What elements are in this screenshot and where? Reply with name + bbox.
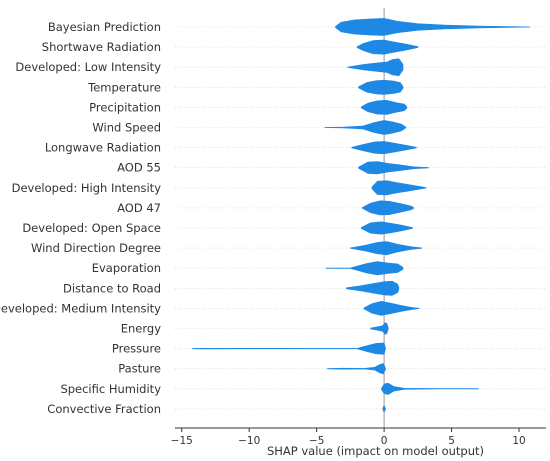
violin-pasture bbox=[327, 363, 386, 375]
feature-label-evaporation: Evaporation bbox=[92, 261, 161, 275]
violin-wind-direction-degree bbox=[350, 241, 423, 256]
feature-labels: Bayesian Prediction Shortwave Radiation De… bbox=[0, 20, 161, 416]
x-tick-label: 10 bbox=[512, 435, 525, 447]
violin-longwave-radiation bbox=[351, 141, 417, 155]
feature-label-specific-humidity: Specific Humidity bbox=[60, 382, 161, 396]
violin-shortwave-radiation bbox=[356, 39, 419, 55]
violin-aod-47 bbox=[362, 200, 415, 216]
feature-label-precipitation: Precipitation bbox=[89, 100, 161, 114]
feature-label-bayesian-prediction: Bayesian Prediction bbox=[48, 20, 161, 34]
violin-distance-to-road bbox=[346, 280, 400, 296]
x-axis-title: SHAP value (impact on model output) bbox=[267, 444, 484, 458]
feature-label-pressure: Pressure bbox=[112, 342, 161, 356]
violin-layer bbox=[192, 18, 531, 413]
row-grid-lines bbox=[175, 26, 546, 410]
violin-wind-speed bbox=[324, 120, 406, 135]
feature-label-temperature: Temperature bbox=[87, 80, 161, 94]
feature-label-aod-47: AOD 47 bbox=[117, 201, 161, 215]
violin-specific-humidity bbox=[381, 382, 479, 395]
violin-convective-fraction bbox=[382, 405, 386, 413]
violin-evaporation bbox=[325, 261, 404, 276]
x-axis-ticks: −15 −10 −5 0 5 10 bbox=[171, 428, 526, 447]
feature-label-longwave-radiation: Longwave Radiation bbox=[45, 141, 161, 155]
feature-label-wind-direction-degree: Wind Direction Degree bbox=[31, 241, 161, 255]
x-tick-label: 5 bbox=[448, 435, 455, 447]
violin-precipitation bbox=[360, 100, 408, 115]
x-tick-label: −10 bbox=[238, 435, 260, 447]
feature-label-developed-open-space: Developed: Open Space bbox=[22, 221, 161, 235]
violin-pressure bbox=[192, 342, 386, 355]
feature-label-developed-medium-intensity: Developed: Medium Intensity bbox=[0, 301, 161, 315]
x-tick-label: −15 bbox=[171, 435, 193, 447]
feature-label-energy: Energy bbox=[121, 322, 161, 336]
feature-label-developed-low-intensity: Developed: Low Intensity bbox=[15, 60, 161, 74]
violin-aod-55 bbox=[358, 161, 429, 175]
violin-developed-high-intensity bbox=[371, 180, 427, 196]
x-tick-label: 0 bbox=[381, 435, 388, 447]
violin-developed-open-space bbox=[360, 221, 413, 235]
violin-developed-medium-intensity bbox=[363, 301, 420, 316]
violin-developed-low-intensity bbox=[347, 58, 404, 77]
feature-label-wind-speed: Wind Speed bbox=[92, 121, 161, 135]
feature-label-convective-fraction: Convective Fraction bbox=[47, 402, 161, 416]
feature-label-distance-to-road: Distance to Road bbox=[63, 281, 161, 295]
feature-label-developed-high-intensity: Developed: High Intensity bbox=[12, 181, 162, 195]
feature-label-shortwave-radiation: Shortwave Radiation bbox=[42, 40, 161, 54]
violin-energy bbox=[370, 322, 389, 335]
feature-label-aod-55: AOD 55 bbox=[117, 161, 161, 175]
feature-label-pasture: Pasture bbox=[118, 362, 161, 376]
x-tick-label: −5 bbox=[309, 435, 324, 447]
violin-temperature bbox=[358, 79, 404, 95]
violin-bayesian-prediction bbox=[335, 18, 531, 36]
